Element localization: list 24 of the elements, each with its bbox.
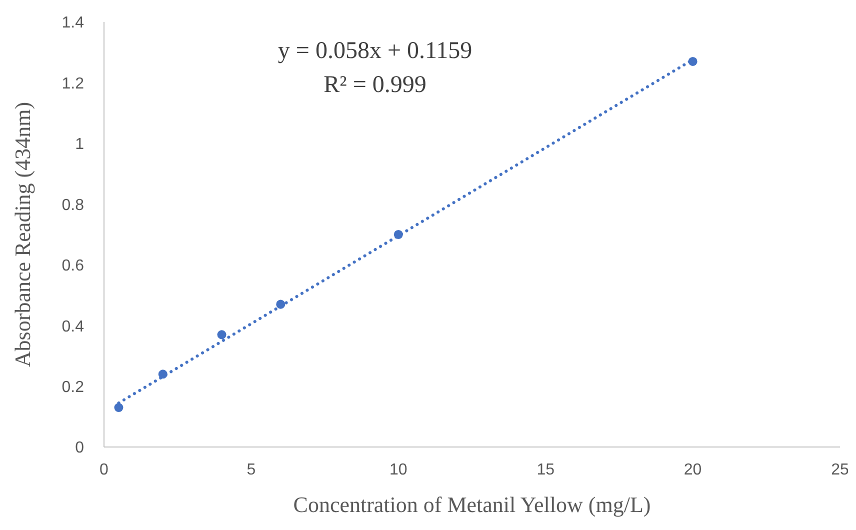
x-axis-title: Concentration of Metanil Yellow (mg/L): [293, 492, 651, 517]
y-tick-label: 0: [75, 440, 84, 457]
y-tick-label: 0.8: [62, 196, 84, 214]
x-tick-label: 5: [246, 461, 256, 478]
annotation: y = 0.058x + 0.1159: [278, 38, 472, 64]
y-tick-label: 0.4: [62, 318, 84, 336]
point: [688, 56, 698, 66]
point: [217, 330, 226, 340]
x-tick-label: 10: [390, 461, 408, 478]
y-tick-label: 0.6: [62, 258, 84, 275]
x-tick-label: 25: [831, 461, 849, 478]
x-tick-label: 20: [684, 461, 702, 478]
point: [114, 403, 124, 412]
point: [276, 300, 286, 309]
y-tick-label: 1: [75, 136, 84, 154]
y-tick-label: 1.2: [62, 75, 84, 92]
y-tick-label: 0.2: [62, 378, 84, 396]
y-tick-label: 1.4: [62, 14, 84, 32]
annotation: R² = 0.999: [324, 72, 426, 98]
x-tick-label: 0: [100, 461, 109, 478]
x-tick-label: 15: [536, 461, 555, 478]
point: [158, 370, 168, 379]
point: [394, 230, 403, 240]
y-axis-title: Absorbance Reading (434nm): [10, 102, 35, 368]
